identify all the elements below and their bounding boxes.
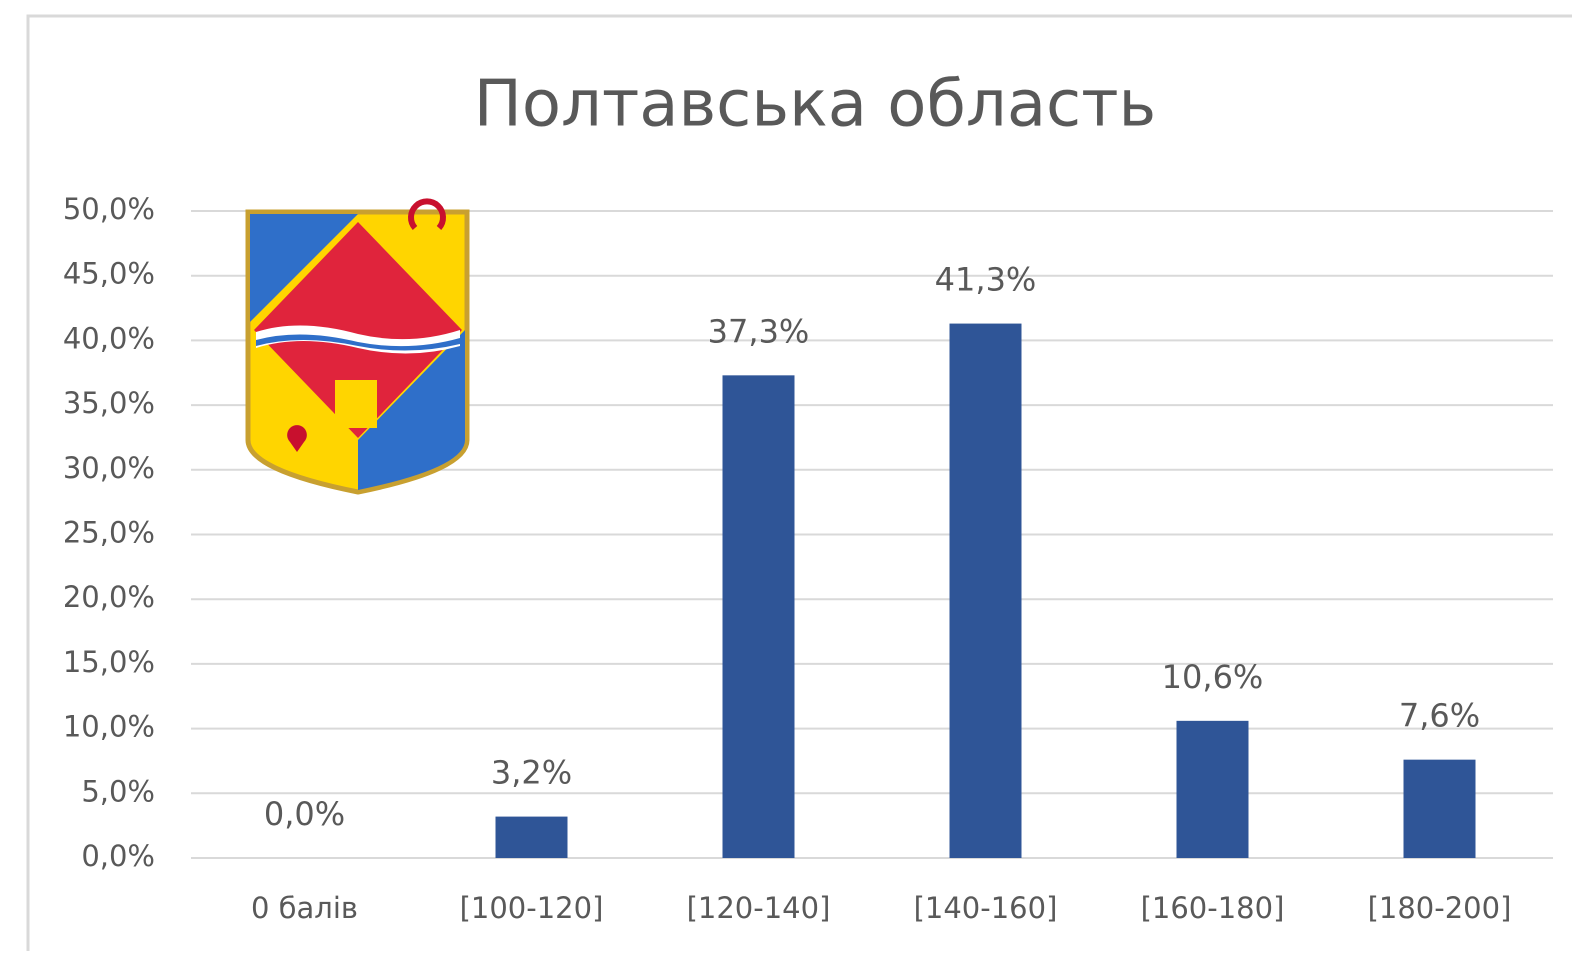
value-label: 37,3% bbox=[708, 312, 810, 350]
value-label: 0,0% bbox=[264, 795, 345, 833]
y-tick-label: 25,0% bbox=[63, 516, 155, 550]
x-tick-label: [180-200] bbox=[1368, 891, 1512, 925]
y-tick-label: 50,0% bbox=[63, 192, 155, 226]
bar bbox=[1403, 759, 1476, 858]
y-tick-label: 30,0% bbox=[63, 451, 155, 485]
x-tick-label: [160-180] bbox=[1141, 891, 1285, 925]
value-label: 41,3% bbox=[935, 261, 1037, 299]
chart-frame bbox=[26, 14, 1572, 955]
y-tick-label: 5,0% bbox=[81, 774, 155, 808]
chart-title: Полтавська область bbox=[474, 68, 1156, 142]
bar bbox=[495, 816, 568, 858]
bar bbox=[1176, 720, 1249, 858]
y-tick-label: 0,0% bbox=[81, 839, 155, 873]
x-tick-label: [120-140] bbox=[687, 891, 831, 925]
value-label: 10,6% bbox=[1162, 658, 1264, 696]
x-tick-label: [100-120] bbox=[460, 891, 604, 925]
y-tick-label: 15,0% bbox=[63, 645, 155, 679]
coat-of-arms bbox=[245, 198, 470, 495]
x-tick-label: 0 балів bbox=[251, 891, 358, 925]
y-tick-label: 10,0% bbox=[63, 710, 155, 744]
value-label: 3,2% bbox=[491, 754, 572, 792]
bar bbox=[722, 375, 795, 858]
x-tick-label: [140-160] bbox=[914, 891, 1058, 925]
y-tick-label: 20,0% bbox=[63, 580, 155, 614]
y-tick-label: 35,0% bbox=[63, 386, 155, 420]
y-tick-label: 45,0% bbox=[63, 257, 155, 291]
y-tick-label: 40,0% bbox=[63, 321, 155, 355]
bar bbox=[949, 323, 1022, 858]
value-label: 7,6% bbox=[1399, 697, 1480, 735]
